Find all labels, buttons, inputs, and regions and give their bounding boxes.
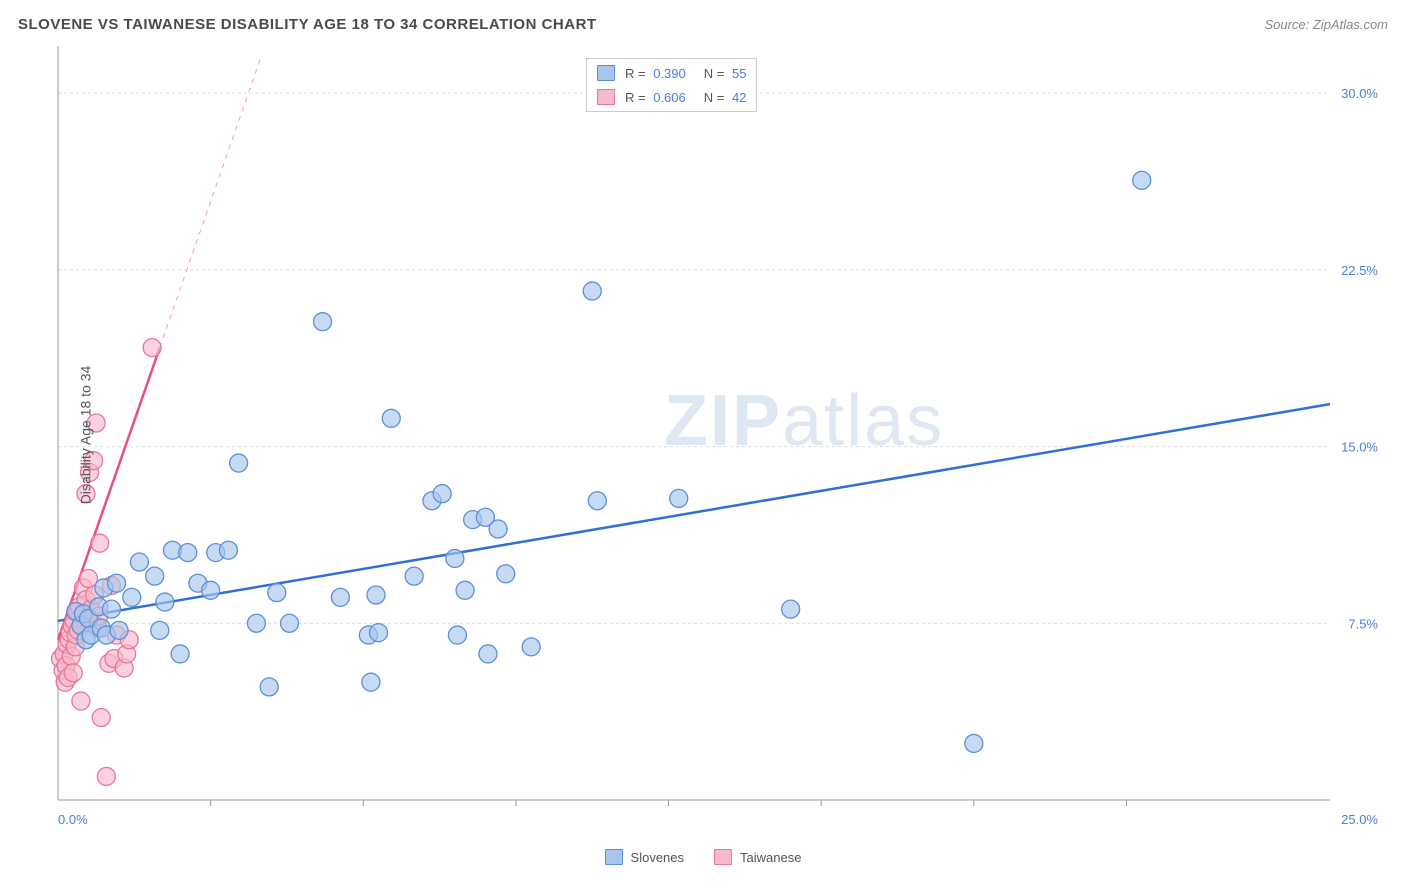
chart-container: SLOVENE VS TAIWANESE DISABILITY AGE 18 T… <box>0 0 1406 892</box>
source-label: Source: ZipAtlas.com <box>1264 17 1388 32</box>
legend-label-taiwanese: Taiwanese <box>740 850 801 865</box>
swatch-blue-icon <box>597 65 615 81</box>
stats-r-label2: R = <box>625 90 649 105</box>
swatch-blue-icon <box>605 849 623 865</box>
legend-item-slovenes: Slovenes <box>605 849 684 865</box>
swatch-pink-icon <box>714 849 732 865</box>
stats-row-slovenes: R = 0.390 N = 55 <box>587 61 756 85</box>
svg-text:7.5%: 7.5% <box>1348 616 1378 631</box>
scatter-chart: 7.5% 15.0% 22.5% 30.0% 0.0% 25.0% <box>44 40 1390 830</box>
stats-r-blue: 0.390 <box>653 66 686 81</box>
legend-label-slovenes: Slovenes <box>631 850 684 865</box>
stats-n-label: N = <box>704 66 728 81</box>
svg-text:0.0%: 0.0% <box>58 812 88 827</box>
svg-text:25.0%: 25.0% <box>1341 812 1378 827</box>
stats-row-taiwanese: R = 0.606 N = 42 <box>587 85 756 109</box>
legend-item-taiwanese: Taiwanese <box>714 849 801 865</box>
svg-text:15.0%: 15.0% <box>1341 440 1378 455</box>
svg-text:30.0%: 30.0% <box>1341 86 1378 101</box>
stats-legend: R = 0.390 N = 55 R = 0.606 N = 42 <box>586 58 757 112</box>
stats-n-blue: 55 <box>732 66 746 81</box>
bottom-legend: Slovenes Taiwanese <box>0 842 1406 872</box>
chart-title: SLOVENE VS TAIWANESE DISABILITY AGE 18 T… <box>18 16 597 33</box>
stats-r-pink: 0.606 <box>653 90 686 105</box>
title-bar: SLOVENE VS TAIWANESE DISABILITY AGE 18 T… <box>0 0 1406 40</box>
stats-n-pink: 42 <box>732 90 746 105</box>
stats-n-label2: N = <box>704 90 728 105</box>
plot-area: Disability Age 18 to 34 ZIPatlas 7.5%15.… <box>44 40 1390 830</box>
y-axis-label: Disability Age 18 to 34 <box>77 366 93 505</box>
stats-r-label: R = <box>625 66 649 81</box>
swatch-pink-icon <box>597 89 615 105</box>
svg-text:22.5%: 22.5% <box>1341 263 1378 278</box>
